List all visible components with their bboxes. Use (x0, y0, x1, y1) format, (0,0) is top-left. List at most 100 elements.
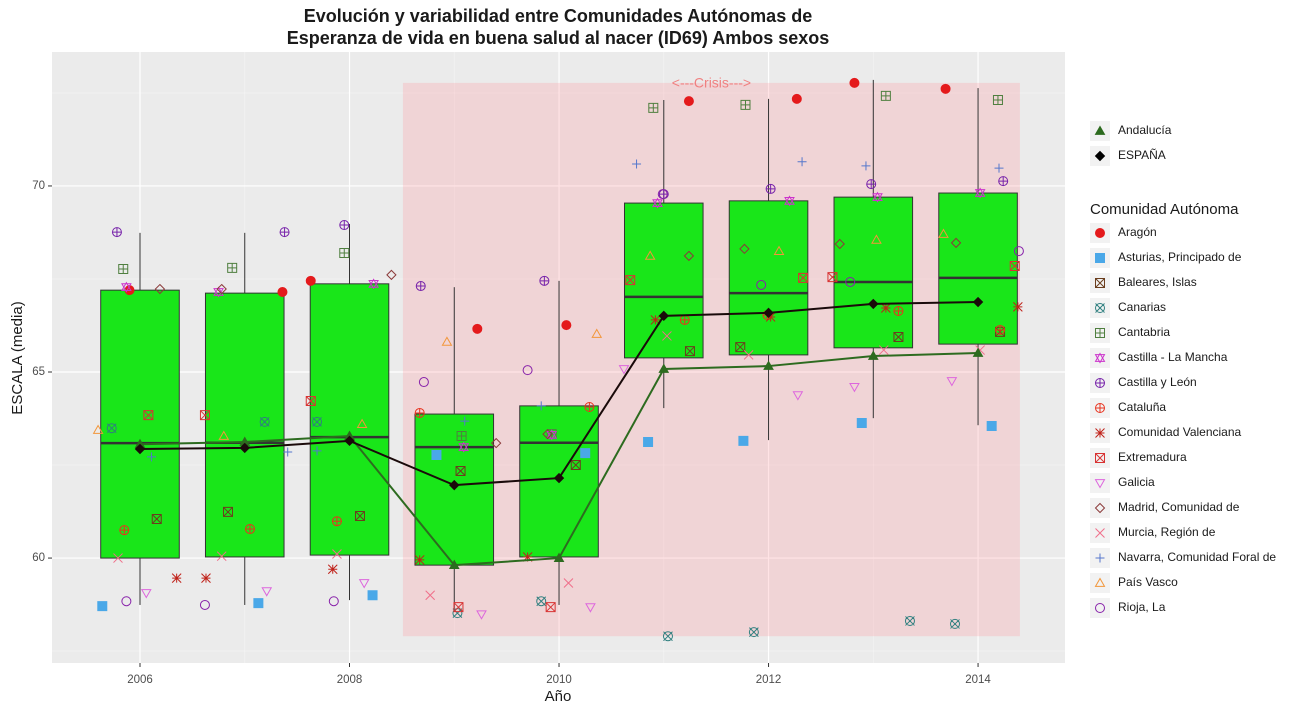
point (940, 83, 951, 94)
point (998, 176, 1009, 187)
point (632, 159, 642, 169)
line-marker (763, 307, 774, 319)
x-tick-label: 2010 (546, 674, 572, 686)
legend-label: ESPAÑA (1118, 148, 1166, 162)
point (1009, 260, 1020, 271)
point (743, 350, 754, 360)
point (244, 524, 255, 535)
y-tick-label: 70 (32, 180, 45, 192)
point (738, 435, 749, 446)
box (204, 292, 285, 558)
point (648, 102, 659, 113)
point (542, 428, 553, 440)
point (279, 227, 290, 238)
point (784, 195, 795, 207)
point (458, 441, 470, 453)
point (570, 460, 581, 471)
line-marker (553, 472, 565, 484)
point (414, 555, 425, 565)
crisis-band (402, 82, 1020, 637)
point (143, 410, 154, 421)
point (563, 578, 574, 588)
point (866, 179, 877, 190)
point (679, 314, 690, 325)
point (354, 511, 365, 522)
point (539, 275, 550, 286)
legend-label: Comunidad Valenciana (1118, 425, 1242, 439)
line-marker (239, 442, 250, 454)
point (880, 90, 891, 101)
legend-symbol (1095, 403, 1106, 413)
legend-key (1090, 473, 1110, 493)
point (253, 598, 264, 609)
line-marker (344, 435, 355, 447)
point (216, 551, 227, 562)
legend-symbol (1095, 428, 1105, 438)
point (121, 596, 132, 607)
point (643, 436, 654, 447)
point (227, 262, 238, 273)
point (798, 272, 809, 283)
point (773, 245, 785, 255)
legend-symbol (1095, 228, 1106, 238)
point (111, 227, 122, 238)
legend-label: Aragón (1118, 225, 1157, 239)
legend-symbol (1095, 453, 1105, 463)
point (585, 603, 596, 613)
point (476, 610, 487, 620)
point (1013, 302, 1023, 312)
point (356, 418, 368, 428)
annotation: <---Crisis---> (672, 75, 751, 91)
legend-symbol (1094, 479, 1106, 489)
legend-label: Canarias (1118, 300, 1166, 314)
point (425, 590, 436, 601)
x-tick-label: 2008 (337, 674, 363, 686)
x-tick-label: 2006 (127, 674, 153, 686)
line-marker (867, 350, 879, 360)
point (328, 596, 339, 607)
point (216, 283, 227, 295)
legend-label: Cataluña (1118, 400, 1166, 414)
point (490, 437, 502, 449)
line-marker (449, 479, 460, 491)
legend-symbol (1095, 278, 1105, 288)
point (591, 328, 603, 338)
point (657, 189, 668, 200)
point (580, 448, 591, 459)
box (833, 196, 914, 349)
point (856, 417, 867, 428)
legend-symbol (1095, 378, 1106, 388)
point (872, 191, 883, 203)
legend-label: Baleares, Islas (1118, 275, 1197, 289)
legend-symbol (1095, 303, 1106, 313)
point (222, 506, 233, 517)
line-marker (868, 298, 879, 310)
box (623, 202, 704, 359)
legend-label: Madrid, Comunidad de (1118, 500, 1240, 514)
point (259, 416, 270, 427)
point (938, 228, 949, 238)
point (834, 238, 845, 250)
point (327, 564, 338, 575)
point (995, 324, 1006, 335)
point (331, 516, 342, 527)
point (118, 263, 129, 274)
point (199, 410, 210, 421)
point (119, 525, 130, 536)
point (121, 281, 132, 293)
point (332, 549, 342, 559)
point (154, 283, 166, 295)
point (305, 275, 316, 286)
point (893, 332, 904, 343)
point (455, 465, 466, 476)
point (756, 279, 767, 290)
point (986, 420, 997, 431)
point (545, 602, 556, 613)
legend-key (1090, 598, 1110, 618)
point (368, 278, 379, 290)
line-marker (134, 443, 146, 455)
x-tick-label: 2012 (756, 674, 782, 686)
point (453, 602, 464, 613)
point (740, 99, 751, 110)
